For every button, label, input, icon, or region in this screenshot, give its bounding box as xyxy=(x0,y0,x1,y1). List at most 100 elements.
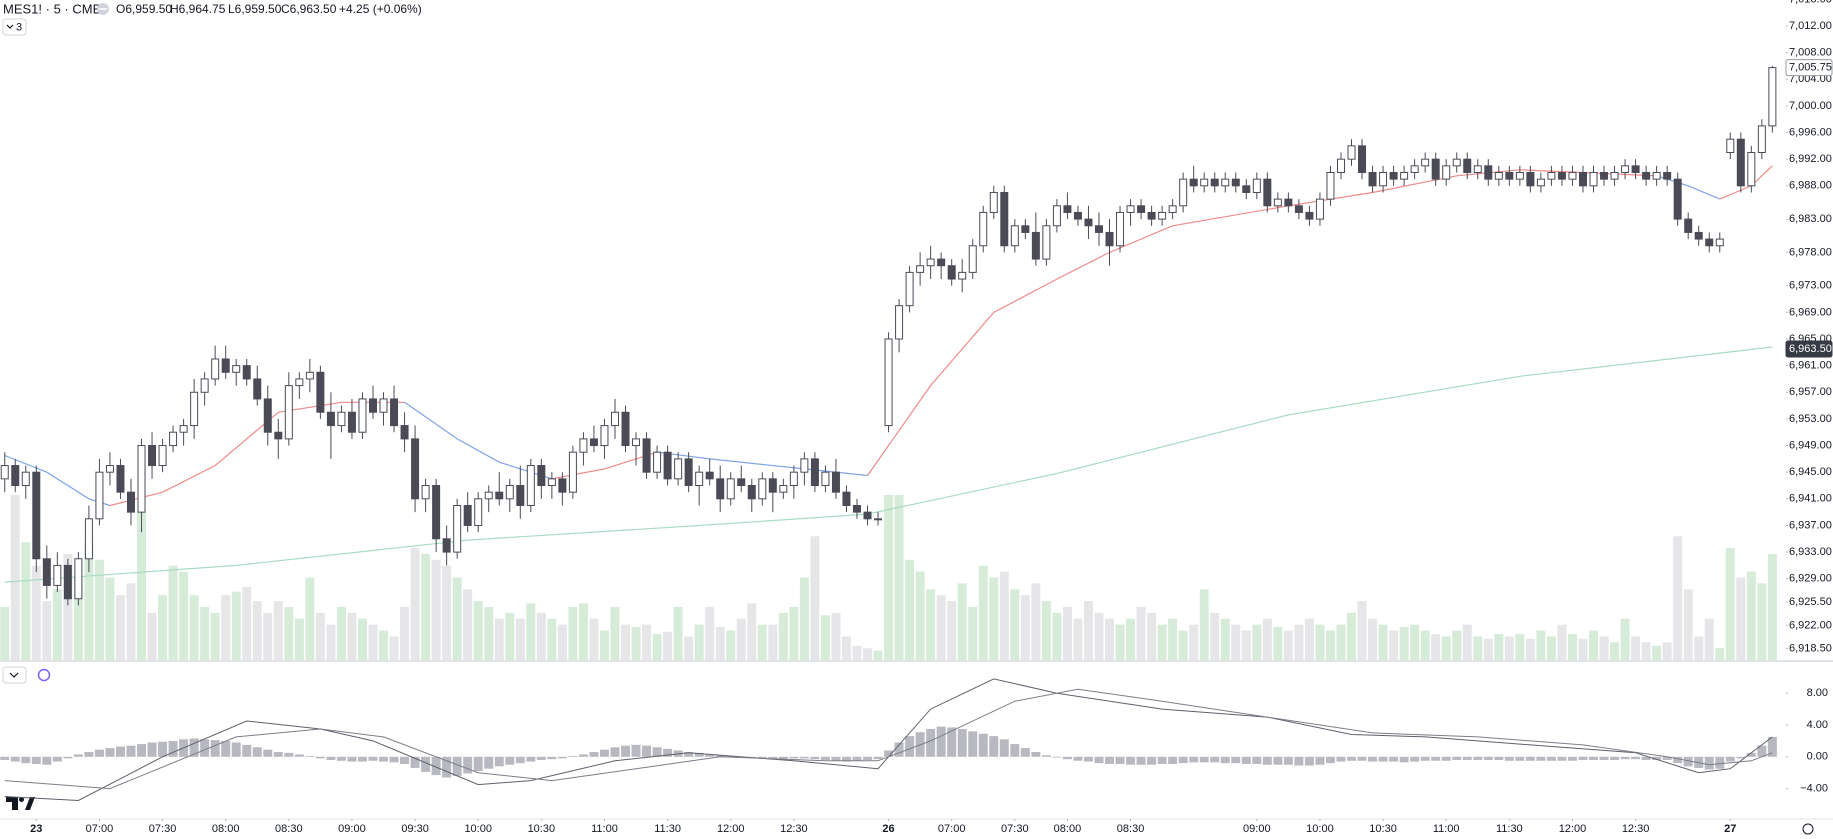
y-tick-label: 6,957.00 xyxy=(1789,386,1832,398)
candle-body xyxy=(852,504,861,513)
candle-body xyxy=(558,478,567,493)
volume-bar xyxy=(368,624,378,660)
candle-body xyxy=(1673,178,1682,220)
volume-bar xyxy=(926,589,936,660)
histogram-bar xyxy=(1441,756,1451,761)
candle-body xyxy=(537,465,546,487)
volume-bar xyxy=(873,650,883,660)
histogram-bar xyxy=(1399,756,1409,763)
volume-bar xyxy=(1094,612,1104,660)
x-tick-label: 07:00 xyxy=(938,823,966,835)
pane-collapse-button[interactable] xyxy=(2,666,27,684)
histogram-bar xyxy=(463,756,473,774)
x-tick-label: 07:30 xyxy=(149,823,177,835)
volume-bar xyxy=(547,618,557,660)
histogram-bar xyxy=(1073,756,1083,761)
volume-bar xyxy=(1073,618,1083,660)
volume-bar xyxy=(294,618,304,660)
volume-bar xyxy=(1262,618,1272,660)
candle-body xyxy=(495,491,504,500)
candle-body xyxy=(1137,205,1146,213)
candle-body xyxy=(579,438,588,453)
volume-bar xyxy=(484,606,494,660)
histogram-bar xyxy=(42,756,52,765)
histogram-bar xyxy=(1673,756,1683,764)
histogram-bar xyxy=(1105,756,1115,764)
histogram-bar xyxy=(599,749,609,757)
volume-bar xyxy=(1420,630,1430,660)
candle-body xyxy=(411,438,420,500)
volume-bar xyxy=(1557,624,1567,660)
volume-bar xyxy=(21,542,31,660)
histogram-bar xyxy=(1536,756,1546,761)
histogram-bar xyxy=(978,733,988,757)
histogram-bar xyxy=(1567,756,1577,761)
histogram-bar xyxy=(231,742,241,757)
candle-body xyxy=(600,425,609,447)
volume-bar xyxy=(736,618,746,660)
candle-body xyxy=(1536,178,1545,187)
volume-bar xyxy=(610,606,620,660)
volume-bar xyxy=(1052,612,1062,660)
volume-bar xyxy=(1599,636,1609,660)
volume-bar xyxy=(1641,642,1651,660)
indicator-settings-icon[interactable] xyxy=(37,668,51,682)
volume-bar xyxy=(789,606,799,660)
candle-body xyxy=(137,445,146,513)
volume-bar xyxy=(1020,595,1030,660)
x-tick-label: 08:00 xyxy=(212,823,240,835)
histogram-bar xyxy=(210,740,220,757)
volume-bar xyxy=(1283,630,1293,660)
x-tick-label: 27 xyxy=(1724,823,1736,835)
candle-body xyxy=(253,378,262,400)
volume-bar xyxy=(389,636,399,660)
y-tick-label: −4.00 xyxy=(1800,782,1828,794)
x-tick-label: 12:30 xyxy=(1622,823,1650,835)
volume-bar xyxy=(1083,601,1093,660)
candle-body xyxy=(1389,171,1398,180)
volume-bar xyxy=(810,536,820,660)
indicators-toggle[interactable] xyxy=(2,18,27,36)
candle-body xyxy=(1263,178,1272,207)
histogram-bar xyxy=(63,756,73,759)
histogram-bar xyxy=(410,756,420,768)
candle-body xyxy=(916,265,925,273)
volume-bar xyxy=(1704,618,1714,660)
volume-bar xyxy=(863,648,873,660)
candle-body xyxy=(663,451,672,480)
candle-body xyxy=(305,371,314,380)
settings-icon[interactable] xyxy=(1802,823,1814,835)
x-tick-label: 11:00 xyxy=(591,823,618,835)
candle-body xyxy=(800,458,809,473)
histogram-bar xyxy=(1252,756,1262,764)
histogram-bar xyxy=(357,756,367,762)
histogram-bar xyxy=(389,756,399,763)
candle-body xyxy=(621,411,630,447)
histogram-bar xyxy=(715,755,725,757)
candle-body xyxy=(1042,225,1051,260)
histogram-bar xyxy=(631,744,641,757)
candle-body xyxy=(779,485,788,493)
histogram-bar xyxy=(968,731,978,757)
volume-bar xyxy=(1189,624,1199,660)
x-tick-label: 12:00 xyxy=(717,823,745,835)
candle-body xyxy=(326,411,335,427)
candle-body xyxy=(263,398,272,433)
candle-body xyxy=(1315,198,1324,220)
candle-body xyxy=(1000,191,1009,247)
histogram-bar xyxy=(1736,756,1746,759)
y-tick-label: 6,925.50 xyxy=(1789,596,1832,608)
histogram-bar xyxy=(336,756,346,761)
symbol-title[interactable]: MES1! · 5 · CME xyxy=(3,1,102,16)
volume-bar xyxy=(1304,618,1314,660)
candle-body xyxy=(1326,171,1335,200)
candle-body xyxy=(200,378,209,393)
volume-bar xyxy=(1241,630,1251,660)
candle-body xyxy=(432,485,441,540)
volume-bar xyxy=(357,618,367,660)
volume-bar xyxy=(726,630,736,660)
candle-body xyxy=(842,491,851,506)
candle-body xyxy=(653,451,662,473)
histogram-bar xyxy=(1652,756,1662,760)
histogram-bar xyxy=(568,756,578,757)
